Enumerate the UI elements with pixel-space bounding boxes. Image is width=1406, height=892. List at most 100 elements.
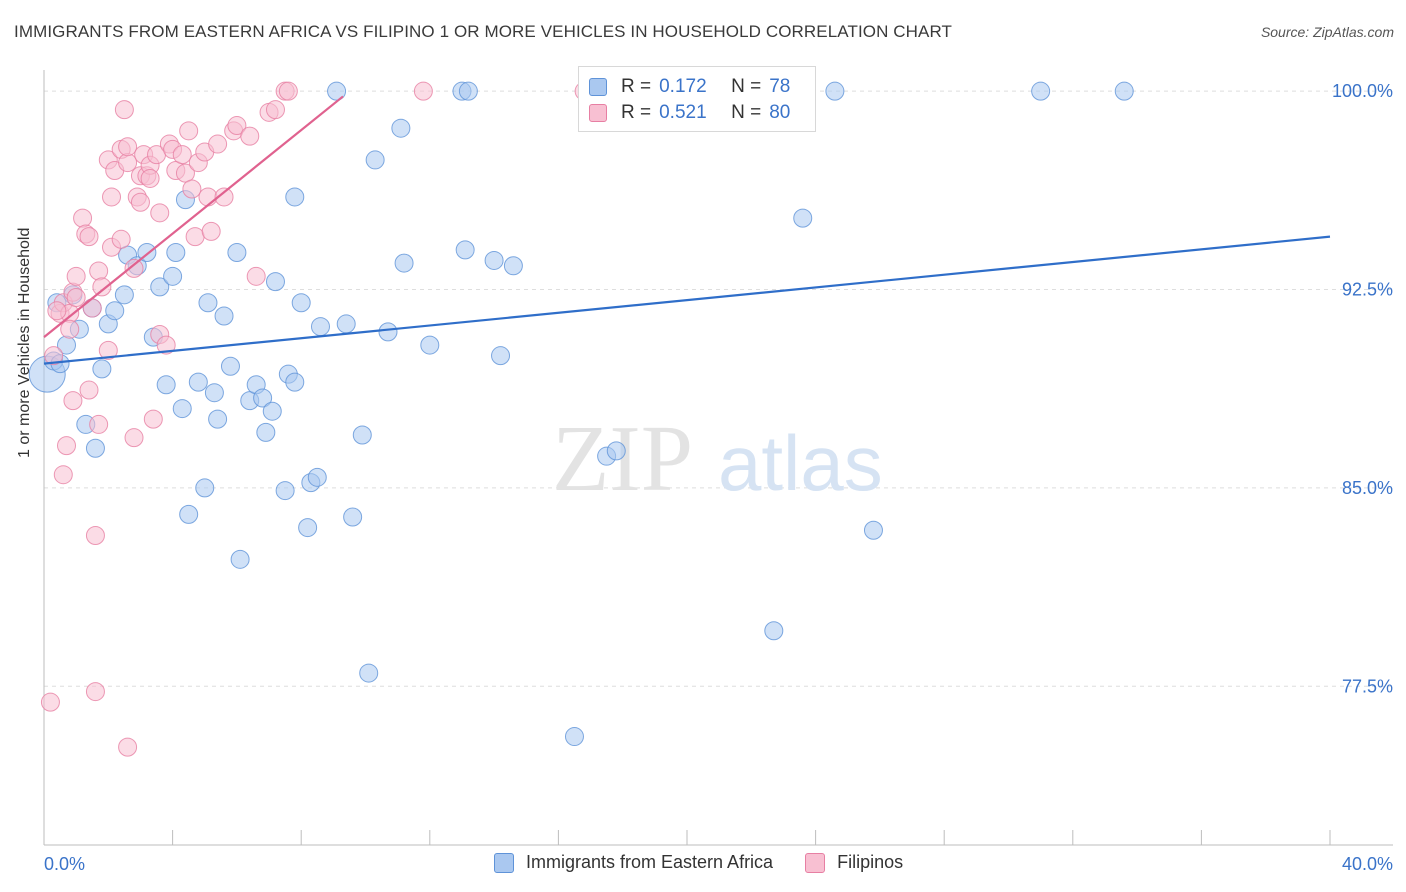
data-point — [118, 737, 138, 757]
data-point — [114, 285, 134, 305]
data-point — [79, 227, 99, 247]
x-tick-label-min: 0.0% — [44, 854, 85, 874]
legend-swatch-blue — [494, 852, 514, 873]
data-point — [208, 409, 228, 429]
data-point — [198, 293, 218, 313]
trend-line-filipinos — [43, 95, 344, 339]
data-point — [413, 81, 433, 101]
data-point — [85, 526, 105, 546]
data-point — [188, 372, 208, 392]
data-point — [1031, 81, 1051, 101]
y-axis-label: 1 or more Vehicles in Household — [16, 227, 33, 458]
data-point — [92, 277, 112, 297]
data-point — [307, 467, 327, 487]
y-tick-label: 92.5% — [1342, 280, 1393, 300]
data-point — [111, 229, 131, 249]
data-point — [230, 549, 250, 569]
data-point — [484, 250, 504, 270]
data-point — [291, 293, 311, 313]
legend-label: Filipinos — [837, 852, 904, 872]
series-filipinos — [40, 81, 594, 757]
data-point — [265, 272, 285, 292]
y-tick-labels: 77.5% 85.0% 92.5% 100.0% — [1332, 81, 1393, 696]
x-tick-label-max: 40.0% — [1342, 854, 1393, 874]
legend-row-filipinos: R = 0.521 N = 80 — [589, 100, 790, 126]
data-point — [256, 422, 276, 442]
data-point — [378, 322, 398, 342]
data-point — [455, 240, 475, 260]
data-point — [391, 118, 411, 138]
data-point — [285, 372, 305, 392]
axes — [43, 70, 1393, 846]
data-point — [793, 208, 813, 228]
legend-item-eastern-africa[interactable]: Immigrants from Eastern Africa — [494, 852, 773, 873]
data-point — [394, 253, 414, 273]
data-point — [172, 145, 192, 165]
data-point — [98, 340, 118, 360]
watermark-atlas: atlas — [718, 419, 883, 507]
data-point — [201, 221, 221, 241]
data-point — [150, 203, 170, 223]
data-point — [352, 425, 372, 445]
data-point — [47, 301, 67, 321]
data-point — [204, 383, 224, 403]
trend-line-eastern-africa — [43, 235, 1331, 365]
data-point — [491, 346, 511, 366]
data-point — [63, 391, 83, 411]
data-point — [150, 277, 170, 297]
gridlines — [44, 90, 1393, 687]
x-tick-labels: 0.0% 40.0% — [44, 854, 1393, 874]
data-point — [66, 287, 86, 307]
data-point — [130, 192, 150, 212]
data-point — [66, 266, 86, 286]
data-point — [40, 692, 60, 712]
data-point — [240, 126, 260, 146]
series-legend: Immigrants from Eastern Africa Filipinos — [494, 852, 935, 873]
watermark: ZIP atlas — [552, 407, 883, 511]
data-point — [208, 134, 228, 154]
data-point — [310, 317, 330, 337]
data-point — [262, 401, 282, 421]
data-point — [863, 520, 883, 540]
data-point — [198, 187, 218, 207]
data-point — [336, 314, 356, 334]
data-point — [606, 441, 626, 461]
data-point — [105, 301, 125, 321]
data-point — [298, 518, 318, 538]
y-tick-label: 100.0% — [1332, 81, 1393, 101]
data-point — [89, 261, 109, 281]
data-point — [156, 335, 176, 355]
data-point — [182, 179, 202, 199]
data-point — [227, 116, 247, 136]
legend-n-value: 78 — [769, 76, 791, 97]
data-point — [179, 504, 199, 524]
data-point — [53, 465, 73, 485]
legend-swatch-blue — [589, 78, 607, 96]
data-point — [825, 81, 845, 101]
data-point — [114, 100, 134, 120]
data-point — [458, 81, 478, 101]
legend-n-value: 80 — [769, 102, 791, 123]
data-point — [79, 380, 99, 400]
chart-title: IMMIGRANTS FROM EASTERN AFRICA VS FILIPI… — [14, 22, 953, 41]
data-point — [140, 168, 160, 188]
legend-item-filipinos[interactable]: Filipinos — [805, 852, 903, 873]
data-point — [172, 399, 192, 419]
data-point — [214, 187, 234, 207]
data-point — [195, 478, 215, 498]
data-point — [92, 359, 112, 379]
data-point — [275, 481, 295, 501]
legend-n-label: N = — [731, 76, 762, 97]
data-point — [564, 727, 584, 747]
data-point — [185, 227, 205, 247]
trend-lines — [43, 95, 1331, 365]
data-point — [73, 208, 93, 228]
data-point — [124, 258, 144, 278]
data-point — [124, 428, 144, 448]
data-point — [214, 306, 234, 326]
data-point — [82, 298, 102, 318]
data-point — [166, 243, 186, 263]
data-point — [253, 388, 273, 408]
data-point — [179, 121, 199, 141]
